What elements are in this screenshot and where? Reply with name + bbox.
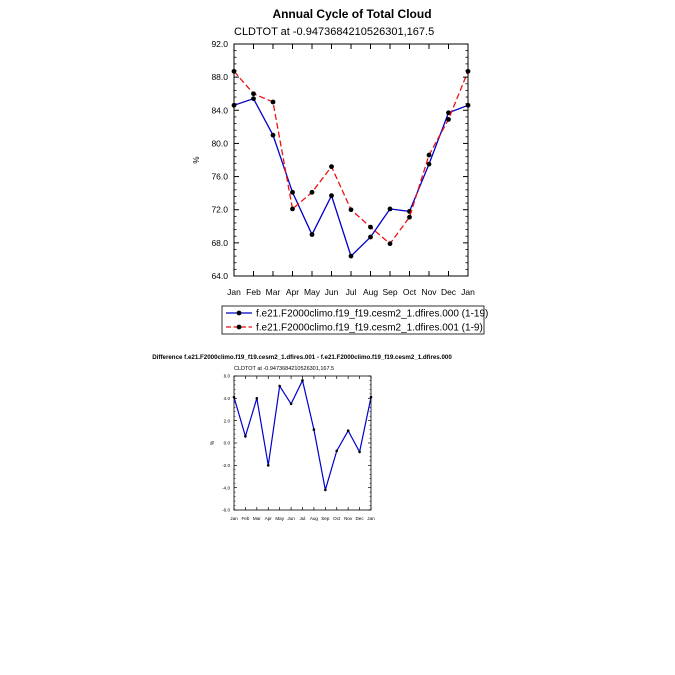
chart1-xtick-label: Aug [363, 287, 378, 297]
chart1-series-2-point [426, 152, 432, 158]
chart2-xtick-label: Nov [344, 516, 353, 521]
chart1-subtitle: CLDTOT at -0.9473684210526301,167.5 [234, 26, 434, 38]
chart1-series-1-point [309, 232, 315, 237]
chart2-xtick-label: Jan [367, 516, 375, 521]
chart1-ytick-label: 92.0 [211, 39, 228, 49]
chart2-ytick-label: -6.0 [222, 508, 230, 513]
chart1-series-1-point [290, 189, 295, 195]
chart2-ytick-label: 4.0 [224, 396, 231, 401]
chart1-ytick-label: 76.0 [211, 172, 228, 182]
chart2-ytick-label: 0.0 [224, 441, 231, 446]
chart1-series-2-point [270, 99, 276, 105]
chart2-xtick-label: Apr [265, 516, 273, 521]
chart1-title: Annual Cycle of Total Cloud [272, 7, 431, 21]
chart1-series-2-point [368, 224, 373, 230]
chart1-series-2-point [329, 164, 334, 170]
chart1-xtick-label: Apr [286, 287, 299, 297]
chart1-series-2-point [348, 207, 354, 213]
chart1-ytick-label: 68.0 [211, 238, 228, 248]
chart1-series-1-line [233, 97, 469, 258]
chart1-ytick-label: 84.0 [211, 105, 228, 115]
chart1-series-2-point [309, 189, 315, 195]
chart1-ytick-label: 72.0 [211, 205, 228, 215]
chart2-title: Difference f.e21.F2000climo.f19_f19.cesm… [152, 354, 452, 361]
annual-cycle-chart: Annual Cycle of Total Cloud CLDTOT at -0… [192, 7, 488, 335]
chart1-xtick-label: Jul [346, 287, 357, 297]
chart2-xtick-label: Feb [241, 516, 249, 521]
chart2-xtick-label: Jul [300, 516, 306, 521]
chart1-series-1-point [426, 161, 432, 167]
chart2-series-1-point [346, 429, 350, 433]
chart1-ylabel: % [192, 156, 201, 163]
chart2-ytick-label: 6.0 [224, 374, 231, 379]
chart2-xtick-label: Mar [253, 516, 261, 521]
chart2-xtick-label: Aug [310, 516, 319, 521]
chart2-ylabel: % [210, 440, 216, 445]
chart1-series-1-point [368, 234, 373, 240]
chart2-series-1-line [233, 378, 372, 491]
chart1-xtick-label: May [304, 287, 321, 297]
chart1-legend-marker-1 [236, 310, 242, 316]
chart1-series-1-point [251, 96, 256, 102]
chart2-xtick-label: Jun [287, 516, 295, 521]
chart1-plot-frame [233, 43, 469, 277]
chart1-series-2-point [251, 91, 256, 97]
chart1-xtick-label: Jun [325, 287, 339, 297]
chart1-series-2-point [290, 206, 295, 212]
chart1-series-1-point [387, 206, 393, 212]
chart1-xtick-label: Jan [461, 287, 475, 297]
chart1-series-2-point [407, 214, 412, 220]
chart2-series-1-point [266, 464, 270, 467]
chart2-series-1-point [255, 397, 259, 400]
chart2-series-1-point [244, 435, 247, 438]
chart2-ytick-label: -4.0 [222, 485, 230, 490]
chart1-legend-label-2: f.e21.F2000climo.f19_f19.cesm2_1.dfires.… [256, 323, 483, 334]
chart1-xtick-label: Nov [421, 287, 437, 297]
chart1-ytick-label: 64.0 [211, 271, 228, 281]
chart2-series-1-point [358, 450, 361, 454]
chart2-subtitle: CLDTOT at -0.9473684210526301,167.5 [234, 366, 334, 372]
chart2-xtick-label: Sep [321, 516, 330, 521]
chart2-ytick-label: 2.0 [224, 418, 231, 423]
chart1-legend-marker-2 [236, 324, 242, 330]
chart1-ytick-label: 80.0 [211, 138, 228, 148]
chart2-series-1-point [312, 428, 316, 431]
chart1-series-1-point [270, 132, 276, 138]
chart1-xtick-label: Mar [266, 287, 281, 297]
chart2-xtick-label: May [275, 516, 284, 521]
chart1-legend: f.e21.F2000climo.f19_f19.cesm2_1.dfires.… [221, 305, 488, 335]
chart2-series-1-point [301, 379, 304, 382]
chart1-legend-box [221, 305, 485, 335]
chart1-series-1-point [348, 253, 354, 259]
difference-chart: Difference f.e21.F2000climo.f19_f19.cesm… [152, 354, 452, 521]
chart1-series-1-point [446, 110, 451, 116]
chart2-xtick-label: Oct [333, 516, 341, 521]
chart2-series-1-point [324, 488, 327, 492]
chart2-series-1-point [335, 449, 339, 453]
chart1-legend-label-1: f.e21.F2000climo.f19_f19.cesm2_1.dfires.… [256, 309, 488, 320]
chart2-xtick-label: Dec [355, 516, 364, 521]
chart2-xtick-label: Jan [230, 516, 238, 521]
chart2-series-1-point [278, 384, 281, 388]
chart1-series-2-point [446, 117, 451, 122]
chart2-ytick-label: -2.0 [222, 463, 230, 468]
chart1-xtick-label: Sep [382, 287, 397, 297]
chart1-xtick-label: Dec [441, 287, 457, 297]
chart1-xtick-label: Oct [403, 287, 417, 297]
chart2-series-1-point [289, 402, 293, 406]
chart1-ytick-label: 88.0 [211, 72, 228, 82]
chart1-series-1-point [329, 193, 334, 199]
chart2-plot-frame [233, 375, 372, 511]
chart1-series-2-point [387, 241, 393, 247]
chart1-xtick-label: Feb [246, 287, 261, 297]
chart1-xtick-label: Jan [227, 287, 241, 297]
chart1-series-2-line [233, 70, 469, 245]
